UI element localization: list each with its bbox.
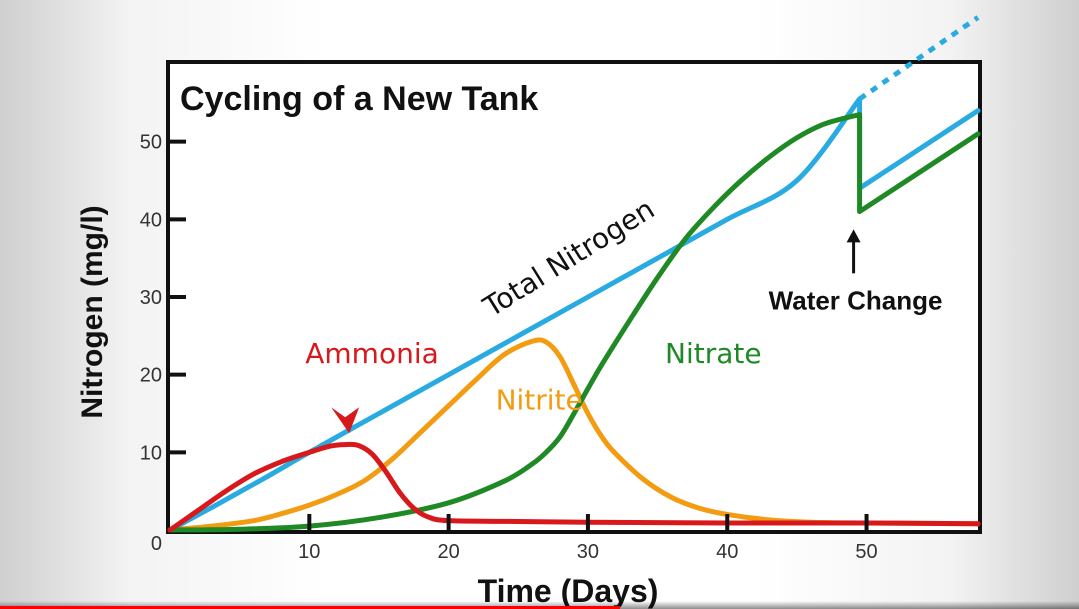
y-tick-label: 40 — [140, 209, 162, 231]
series-label-nitrate: Nitrate — [665, 337, 762, 370]
x-tick-label: 30 — [577, 541, 599, 563]
series-label-nitrite: Nitrite — [496, 384, 583, 417]
x-tick-label: 20 — [437, 541, 459, 563]
y-tick-label: 20 — [140, 365, 162, 387]
water-change-label: Water Change — [769, 285, 943, 315]
y-tick-label: 30 — [140, 287, 162, 309]
x-axis-title: Time (Days) — [478, 573, 659, 609]
video-progress-bar[interactable] — [0, 606, 620, 609]
water-change-arrowhead — [846, 229, 861, 243]
ammonia-line — [167, 441, 981, 533]
nitrate-line — [167, 111, 981, 533]
ammonia-arrowhead — [331, 407, 360, 434]
origin-label: 0 — [151, 533, 162, 555]
chart-title: Cycling of a New Tank — [180, 80, 538, 118]
y-tick-label: 10 — [140, 442, 162, 464]
total-nitrogen-projection-line — [858, 15, 980, 102]
x-tick-label: 50 — [855, 541, 877, 563]
series-label-ammonia: Ammonia — [305, 337, 439, 370]
x-tick-label: 10 — [298, 541, 320, 563]
video-bottom-shade — [0, 601, 1079, 609]
y-tick-label: 50 — [140, 132, 162, 154]
x-tick-label: 40 — [716, 541, 738, 563]
ticks-layer: 10 20 30 40 50 10 20 30 40 50 0 — [140, 132, 878, 563]
y-axis-title: Nitrogen (mg/l) — [76, 205, 109, 418]
total-nitrogen-line — [167, 96, 981, 533]
